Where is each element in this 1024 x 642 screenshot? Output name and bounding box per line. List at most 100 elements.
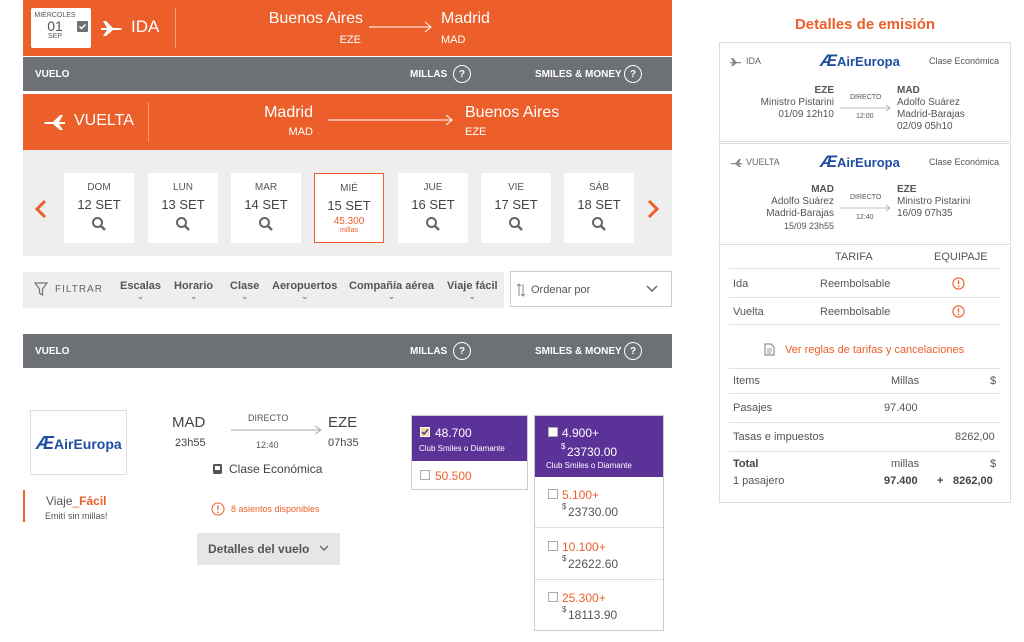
chevron-down-icon: [319, 545, 329, 552]
chevron-right-icon[interactable]: [646, 199, 660, 219]
chevron-down-icon: [646, 285, 658, 293]
col-millas: MILLAS: [410, 69, 448, 80]
arrow-right-icon: [369, 21, 433, 33]
dest-name-2: Madrid-Barajas: [897, 109, 965, 120]
day-date: 18 SET: [577, 197, 621, 212]
alert-icon: [211, 502, 225, 516]
plus-sign: +: [937, 475, 944, 487]
arrow-right-icon: [231, 425, 323, 435]
origin-time: 01/09 12h10: [778, 109, 834, 120]
filter-clase[interactable]: Clase ⌄: [230, 280, 259, 302]
filter-escalas[interactable]: Escalas ⌄: [120, 280, 161, 302]
day-date: 14 SET: [244, 197, 288, 212]
filter-horario-label: Horario: [174, 280, 214, 292]
sort-icon: [516, 283, 526, 297]
airline-name: AirEuropa: [837, 54, 900, 69]
origin-block: EZE Ministro Pistarini 01/09 12h10: [730, 85, 834, 121]
club-label: Club Smiles o Diamante: [419, 444, 505, 453]
smiles-money-help-icon[interactable]: ?: [624, 65, 642, 83]
flight-duration: 12:40: [856, 214, 874, 221]
day-card-mie-selected[interactable]: MIÉ 15 SET 45.300 millas: [314, 173, 384, 243]
col-vuelo: VUELO: [35, 69, 70, 80]
day-card-dom[interactable]: DOM 12 SET: [64, 173, 134, 243]
leg-label: IDA: [746, 56, 762, 66]
date-day: 01: [47, 18, 63, 34]
seats-available: 8 asientos disponibles: [231, 504, 320, 514]
date-month: SEP: [47, 33, 62, 40]
aireuropa-logo-icon: Æ: [820, 51, 837, 70]
sm-club-option[interactable]: 4.900+ $ 23730.00 Club Smiles o Diamante: [535, 416, 663, 477]
fare-row-leg: Ida: [733, 278, 749, 290]
day-date: 12 SET: [77, 197, 121, 212]
plane-icon: [729, 56, 743, 66]
currency-symbol: $: [562, 605, 567, 614]
col-millas: MILLAS: [410, 346, 448, 357]
dest-time: 02/09 05h10: [897, 121, 953, 132]
alert-icon[interactable]: [952, 277, 965, 290]
millas-fare-group: 48.700 Club Smiles o Diamante 50.500: [411, 415, 528, 490]
search-icon: [64, 216, 134, 232]
origin-code: MAD: [811, 184, 834, 195]
leg-label: VUELTA: [746, 157, 780, 167]
fare-rules-link[interactable]: Ver reglas de tarifas y cancelaciones: [785, 344, 965, 356]
chevron-down-icon: ⌄: [388, 292, 395, 301]
divider: [729, 451, 1001, 452]
aireuropa-logo-icon: Æ: [36, 433, 54, 453]
total-millas-label: millas: [891, 458, 920, 470]
day-card-vie[interactable]: VIE 17 SET: [481, 173, 551, 243]
search-icon: [398, 216, 468, 232]
divider: [729, 368, 1001, 369]
chevron-down-icon: ⌄: [301, 292, 309, 301]
sort-placeholder: Ordenar por: [531, 284, 591, 296]
cabin-class: Clase Económica: [229, 462, 323, 476]
origin-block: MAD Adolfo Suárez Madrid-Barajas 15/09 2…: [730, 184, 834, 232]
smiles-money-help-icon[interactable]: ?: [624, 342, 642, 360]
divider: [729, 324, 1001, 325]
divider: [729, 422, 1001, 423]
sm-option[interactable]: 5.100+ $ 23730.00: [535, 478, 663, 528]
alert-icon[interactable]: [952, 305, 965, 318]
filter-label: FILTRAR: [55, 284, 103, 295]
chevron-left-icon[interactable]: [34, 199, 48, 219]
airline-logo: ÆAirEuropa: [36, 433, 122, 454]
millas-club-option[interactable]: 48.700 Club Smiles o Diamante: [412, 416, 527, 461]
dest-name: Ministro Pistarini: [897, 196, 971, 207]
plane-takeoff-icon: [99, 17, 125, 37]
vuelta-label: VUELTA: [74, 112, 134, 129]
sm-option[interactable]: 10.100+ $ 22622.60: [535, 529, 663, 580]
tarifa-header: TARIFA: [835, 251, 873, 263]
airline-name: AirEuropa: [837, 155, 900, 170]
day-name: MAR: [254, 182, 278, 193]
search-icon: [148, 216, 218, 232]
day-card-lun[interactable]: LUN 13 SET: [148, 173, 218, 243]
millas-help-icon[interactable]: ?: [453, 342, 471, 360]
origin-name: Ministro Pistarini: [760, 97, 834, 108]
sm-option[interactable]: 25.300+ $ 18113.90: [535, 581, 663, 631]
flight-details-button[interactable]: Detalles del vuelo: [197, 533, 340, 565]
filter-viaje-facil[interactable]: Viaje fácil ⌄: [447, 280, 498, 302]
sm-option-miles: 10.100+: [562, 540, 606, 554]
vuelta-from-city: Madrid: [264, 104, 313, 121]
flight-type: DIRECTO: [850, 194, 882, 201]
search-icon: [564, 216, 634, 232]
divider: [148, 102, 149, 142]
day-card-mar[interactable]: MAR 14 SET: [231, 173, 301, 243]
day-card-jue[interactable]: JUE 16 SET: [398, 173, 468, 243]
day-card-sab[interactable]: SÁB 18 SET: [564, 173, 634, 243]
sort-select[interactable]: Ordenar por: [510, 271, 672, 307]
sm-option-money: 23730.00: [568, 505, 619, 519]
filter-aeropuertos[interactable]: Aeropuertos ⌄: [272, 280, 337, 302]
filter-compania[interactable]: Compañía aérea ⌄: [349, 280, 434, 302]
day-name: DOM: [87, 182, 111, 193]
millas-help-icon[interactable]: ?: [453, 65, 471, 83]
vuelta-from-code: MAD: [288, 126, 313, 138]
ida-from-city: Buenos Aires: [268, 10, 363, 27]
plane-landing-icon: [41, 111, 67, 131]
document-icon: [764, 343, 775, 356]
millas-regular-option[interactable]: 50.500: [412, 462, 527, 490]
viaje-text: Viaje: [46, 494, 73, 508]
filter-horario[interactable]: Horario ⌄: [174, 280, 213, 302]
sm-club-miles: 4.900+: [562, 426, 600, 440]
day-date: 15 SET: [327, 198, 371, 213]
cabin-class: Clase Económica: [929, 56, 1000, 66]
